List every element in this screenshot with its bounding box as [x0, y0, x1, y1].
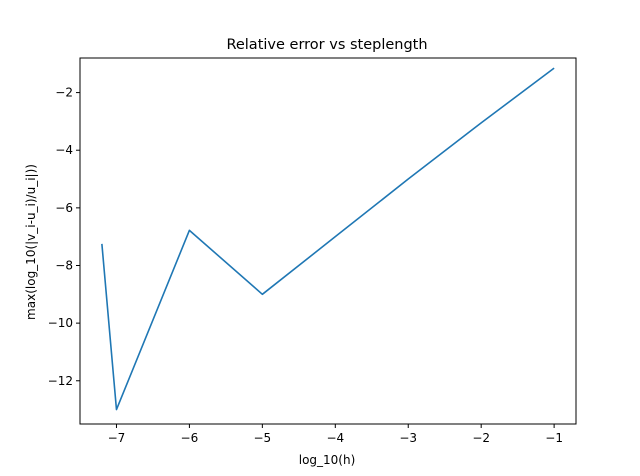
y-axis-label: max(log_10(|v_i-u_i)/u_i|)) — [24, 164, 38, 320]
x-tick-label: −4 — [326, 431, 344, 445]
y-tick-label: −6 — [55, 201, 73, 215]
chart-title: Relative error vs steplength — [226, 37, 427, 53]
y-tick-label: −4 — [55, 143, 73, 157]
x-tick-label: −6 — [181, 431, 199, 445]
plot-area: −7 −6 −5 −4 −3 −2 −1 −12 −10 −8 −6 −4 −2 — [48, 57, 577, 445]
x-tick-label: −2 — [472, 431, 490, 445]
y-tick-label: −2 — [55, 86, 73, 100]
series-line-0 — [101, 67, 555, 411]
axes-frame — [79, 57, 577, 425]
y-tick-label: −8 — [55, 258, 73, 272]
x-axis-label: log_10(h) — [299, 453, 356, 467]
y-tick-label: −10 — [48, 316, 73, 330]
x-tick-label: −5 — [254, 431, 272, 445]
y-tick-label: −12 — [48, 374, 73, 388]
x-tick-label: −3 — [399, 431, 417, 445]
x-tick-label: −7 — [108, 431, 126, 445]
x-tick-label: −1 — [545, 431, 563, 445]
